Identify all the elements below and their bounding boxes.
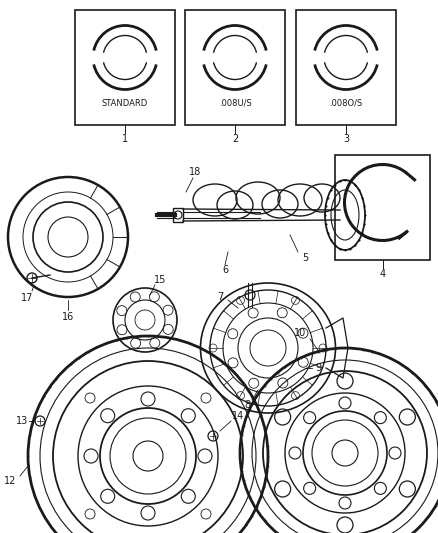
Text: 1: 1 [122, 134, 128, 144]
Text: 6: 6 [222, 265, 228, 275]
Bar [75, 10, 175, 125]
Text: 5: 5 [302, 253, 308, 263]
Text: 13: 13 [16, 416, 28, 426]
Text: 2: 2 [232, 134, 238, 144]
Text: 18: 18 [189, 167, 201, 177]
Text: 17: 17 [21, 293, 33, 303]
Text: .008O/S: .008O/S [329, 99, 363, 108]
Text: 14: 14 [232, 411, 244, 421]
Text: STANDARD: STANDARD [102, 99, 148, 108]
Bar [335, 155, 430, 260]
Bar [185, 10, 285, 125]
Text: 7: 7 [217, 292, 223, 302]
Text: 9: 9 [315, 363, 321, 373]
Text: .008U/S: .008U/S [219, 99, 251, 108]
Text: 12: 12 [4, 476, 16, 486]
Text: 8: 8 [244, 400, 250, 410]
Text: 10: 10 [294, 328, 306, 338]
Bar [173, 208, 183, 222]
Bar [296, 10, 396, 125]
Text: 15: 15 [154, 275, 166, 285]
Text: 3: 3 [343, 134, 349, 144]
Text: 16: 16 [62, 312, 74, 322]
Text: 4: 4 [379, 269, 385, 279]
